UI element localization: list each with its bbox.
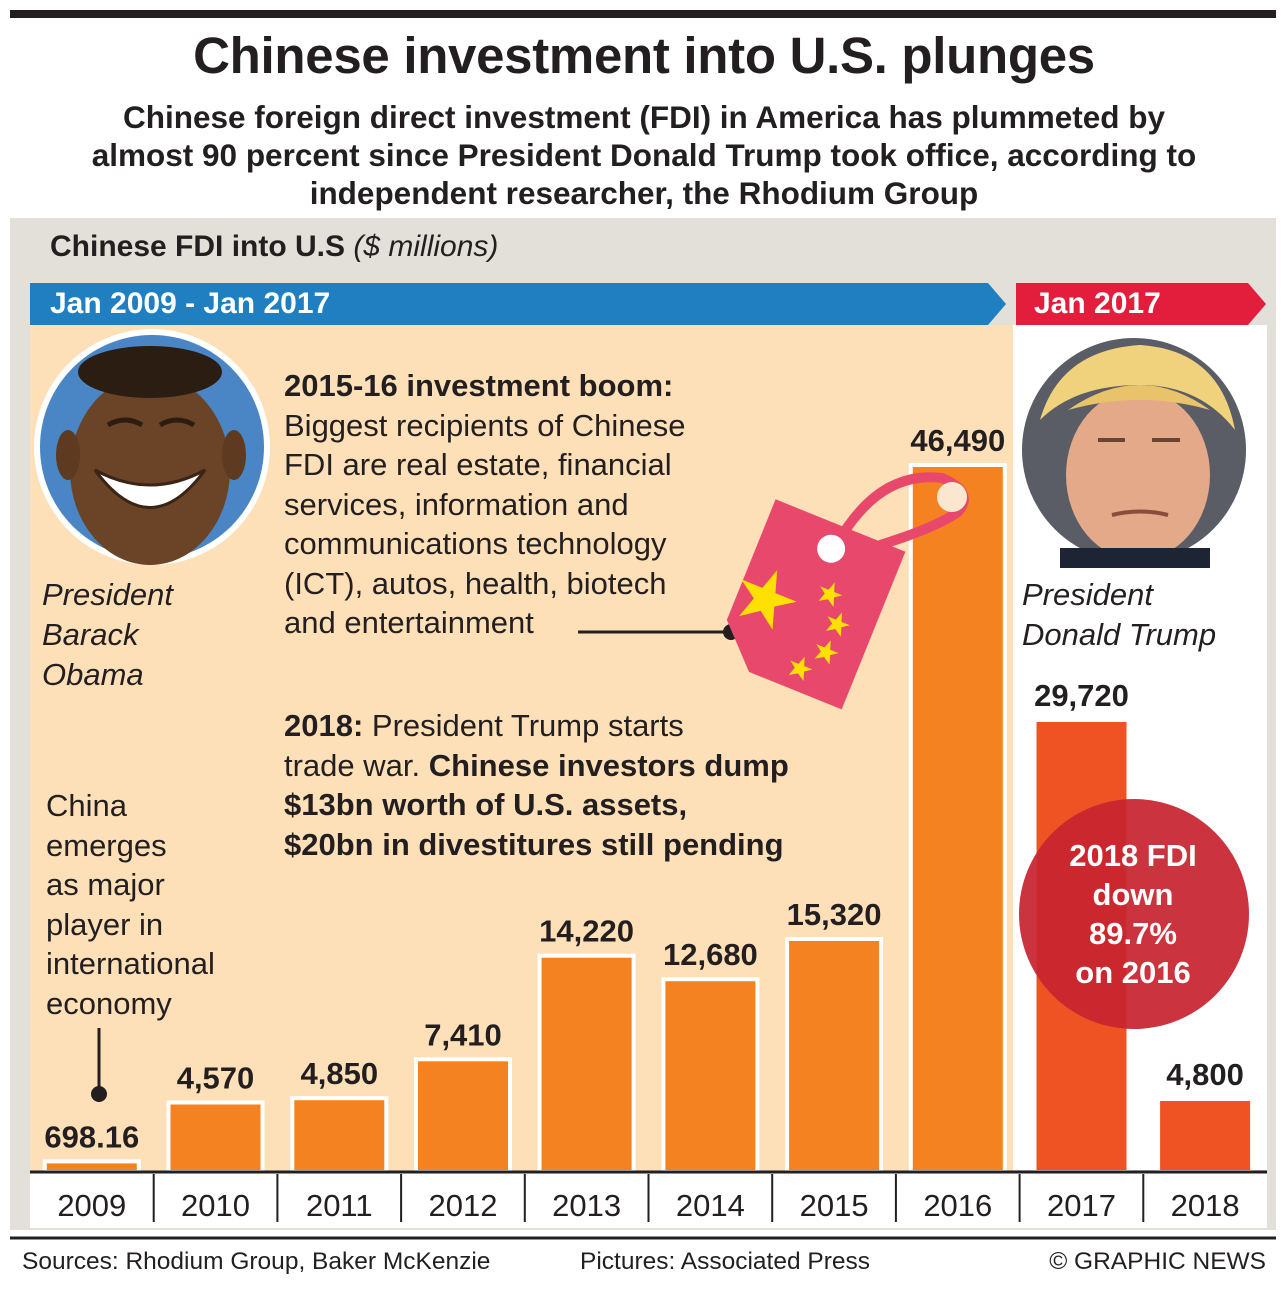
badge-line: 89.7%: [1089, 916, 1177, 951]
chart-label: Chinese FDI into U.S ($ millions): [50, 230, 498, 264]
bar-2009: [42, 1159, 141, 1175]
year-label-2017: 2017: [1047, 1188, 1116, 1223]
china-annotation-line: as major: [46, 867, 165, 902]
value-label-2015: 15,320: [787, 897, 882, 932]
obama-caption-line: Barack: [42, 617, 139, 652]
value-label-2017: 29,720: [1034, 678, 1129, 713]
period-label-obama: Jan 2009 - Jan 2017: [50, 287, 331, 320]
boom-annotation-line: and entertainment: [284, 605, 534, 640]
bar-2010: [166, 1100, 265, 1174]
year-label-2012: 2012: [429, 1188, 498, 1223]
bar-2015: [785, 937, 884, 1174]
bar-2011: [290, 1096, 389, 1174]
value-label-2010: 4,570: [177, 1061, 255, 1096]
year-label-2011: 2011: [306, 1188, 373, 1223]
period-label-trump: Jan 2017: [1034, 287, 1161, 320]
year-label-2016: 2016: [923, 1188, 992, 1223]
footer-pictures: Pictures: Associated Press: [580, 1248, 871, 1275]
china-annotation-line: economy: [46, 985, 172, 1021]
value-label-2012: 7,410: [424, 1017, 502, 1052]
value-label-2016: 46,490: [910, 423, 1005, 458]
trade-war-text: President Trump starts: [363, 708, 684, 743]
trade-war-text: trade war.: [284, 747, 429, 783]
trade-war-year: 2018:: [284, 708, 364, 743]
period-band-obama: [30, 283, 1006, 325]
obama-caption: President Barack Obama: [42, 575, 173, 695]
china-annotation-line: emerges: [46, 827, 167, 863]
bar-2018: [1156, 1097, 1255, 1174]
boom-annotation-title: 2015-16 investment boom:: [284, 368, 674, 403]
value-label-2018: 4,800: [1166, 1057, 1244, 1092]
footer-sources: Sources: Rhodium Group, Baker McKenzie: [22, 1248, 491, 1275]
china-annotation: China emerges as major player in interna…: [46, 786, 215, 1023]
chart-unit-label: ($ millions): [353, 230, 499, 263]
china-flag-tag-icon: [726, 472, 969, 710]
bar-2014: [661, 977, 760, 1175]
top-rule: [10, 10, 1276, 18]
period-band-trump: [1016, 283, 1266, 325]
boom-annotation-line: Biggest recipients of Chinese: [284, 407, 686, 443]
trump-caption: President Donald Trump: [1022, 575, 1216, 655]
footer-credit: © GRAPHIC NEWS: [1049, 1248, 1266, 1275]
chart-label-text: Chinese FDI into U.S: [50, 230, 346, 263]
year-label-2010: 2010: [181, 1188, 250, 1223]
china-annotation-line: player in: [46, 906, 164, 942]
bar-2016: [908, 463, 1007, 1174]
china-annotation-line: international: [46, 946, 215, 981]
trump-portrait-icon: [1019, 335, 1249, 568]
boom-annotation-line: (ICT), autos, health, biotech: [284, 565, 667, 601]
china-annotation-line: China: [46, 788, 127, 823]
trade-war-bold-text: $20bn in divestitures still pending: [284, 826, 784, 862]
bar-2013: [537, 953, 636, 1175]
trade-war-bold-text: Chinese investors dump: [428, 747, 789, 783]
year-label-2013: 2013: [552, 1188, 621, 1223]
china-note-dot: [91, 1086, 107, 1102]
page-title: Chinese investment into U.S. plunges: [193, 27, 1095, 84]
obama-caption-line: President: [42, 577, 173, 612]
page-subtitle: Chinese foreign direct investment (FDI) …: [91, 99, 1197, 211]
badge-line: down: [1092, 877, 1174, 912]
trade-war-annotation: 2018: President Trump starts trade war. …: [284, 706, 789, 864]
trade-war-bold-text: $13bn worth of U.S. assets,: [284, 787, 688, 822]
decline-badge-text: 2018 FDI down 89.7% on 2016: [1030, 836, 1236, 992]
boom-annotation-line: FDI are real estate, financial: [284, 447, 672, 482]
badge-line: on 2016: [1075, 955, 1191, 990]
boom-annotation: 2015-16 investment boom: Biggest recipie…: [284, 366, 686, 643]
value-label-2011: 4,850: [301, 1056, 379, 1091]
obama-portrait-icon: [34, 329, 270, 565]
year-label-2014: 2014: [676, 1188, 745, 1223]
year-label-2015: 2015: [800, 1188, 869, 1223]
year-label-2009: 2009: [57, 1188, 126, 1223]
trump-caption-line: President: [1022, 577, 1153, 612]
year-label-2018: 2018: [1171, 1188, 1240, 1223]
obama-caption-line: Obama: [42, 657, 144, 692]
decline-badge: [1019, 799, 1249, 1029]
boom-annotation-line: communications technology: [284, 526, 667, 561]
boom-annotation-line: services, information and: [284, 486, 629, 522]
trump-caption-line: Donald Trump: [1022, 617, 1217, 652]
bar-2012: [414, 1057, 512, 1175]
value-label-2014: 12,680: [663, 937, 758, 972]
value-label-2013: 14,220: [539, 914, 634, 949]
value-label-2009: 698.16: [44, 1119, 139, 1154]
badge-line: 2018 FDI: [1069, 838, 1197, 873]
